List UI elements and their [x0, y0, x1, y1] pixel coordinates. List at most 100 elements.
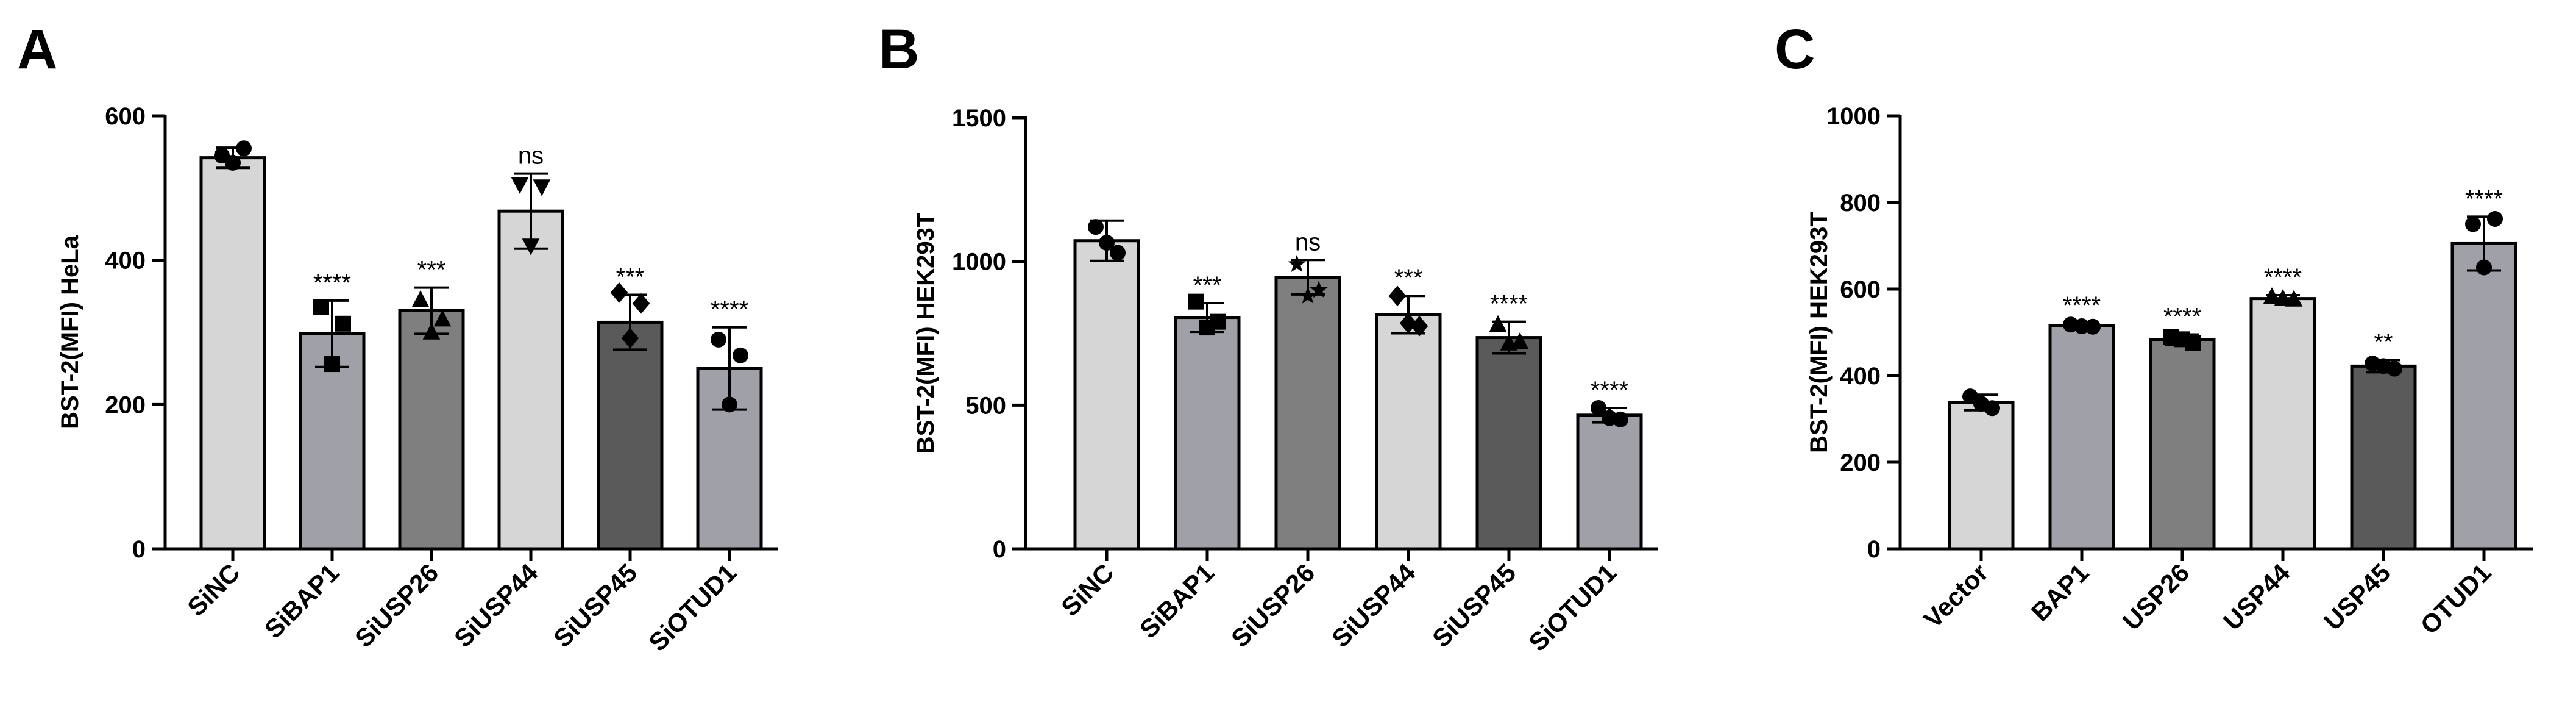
- significance-label: ****: [313, 270, 351, 296]
- significance-label: ns: [1295, 229, 1321, 256]
- y-axis-label: BST-2(MFI) HeLa: [57, 235, 83, 429]
- data-point: [1099, 235, 1115, 251]
- bar: [497, 209, 564, 551]
- data-point: [324, 356, 340, 373]
- data-point: [1511, 332, 1529, 349]
- panel-c: C BST-2(MFI) HEK293T 0 200 400 600 800 1000 Vect…: [1775, 18, 2533, 640]
- x-tick-label: Vector: [1918, 558, 1993, 634]
- x-tick-label: SiUSP44: [449, 558, 544, 653]
- y-tick-label: 400: [1840, 363, 1881, 390]
- significance-label: ****: [2465, 185, 2503, 212]
- data-point: [2476, 259, 2492, 276]
- y-axis-label: BST-2(MFI) HEK293T: [912, 213, 939, 454]
- significance-label: ***: [616, 263, 645, 290]
- x-tick-label: USP45: [2318, 558, 2396, 635]
- y-tick-label: 200: [105, 392, 146, 418]
- data-point: [621, 327, 639, 349]
- panel-a: A BST-2(MFI) HeLa 0 200 400 600 SiNC **** SiBAP1…: [17, 18, 778, 657]
- data-point: [522, 238, 540, 256]
- y-tick-label: 600: [1840, 276, 1881, 303]
- significance-label: ***: [1193, 272, 1222, 299]
- bar: [2350, 364, 2417, 551]
- data-point: [335, 315, 351, 332]
- y-tick-label: 0: [132, 536, 146, 563]
- data-point: [1500, 334, 1518, 351]
- panel-letter: A: [17, 18, 57, 80]
- data-point: [632, 293, 650, 314]
- data-point: [2465, 216, 2481, 232]
- data-point: [225, 154, 241, 171]
- significance-label: ****: [711, 296, 748, 323]
- x-tick-label: SiUSP45: [548, 558, 642, 653]
- bar: [2048, 324, 2115, 551]
- significance-label: ***: [417, 257, 446, 284]
- y-tick-label: 1000: [1826, 103, 1881, 130]
- data-point: [1088, 219, 1104, 235]
- data-point: [610, 282, 628, 303]
- significance-label: ****: [2163, 304, 2201, 331]
- data-point: [533, 179, 551, 196]
- x-tick-label: SiNC: [182, 558, 245, 621]
- panel-letter: B: [879, 18, 919, 80]
- bar: [2450, 241, 2517, 551]
- data-point: [1489, 315, 1507, 332]
- bar: [597, 320, 664, 551]
- y-tick-label: 800: [1840, 190, 1881, 216]
- bar: [1073, 239, 1140, 551]
- data-point: [1310, 281, 1328, 298]
- data-point: [1602, 410, 1617, 426]
- bar: [1174, 316, 1241, 551]
- bar: [1274, 276, 1341, 551]
- data-point: [2376, 358, 2391, 374]
- data-point: [1288, 254, 1306, 272]
- y-tick-label: 400: [105, 248, 146, 274]
- data-point: [1399, 313, 1418, 334]
- bar: [1375, 313, 1442, 551]
- x-tick-label: SiOTUD1: [1523, 558, 1622, 657]
- bar: [2149, 338, 2216, 551]
- x-tick-label: BAP1: [2026, 558, 2094, 626]
- x-tick-label: OTUD1: [2415, 558, 2496, 640]
- data-point: [1199, 320, 1215, 336]
- data-point: [1188, 293, 1204, 310]
- x-tick-label: SiUSP26: [349, 558, 444, 653]
- data-point: [2263, 287, 2281, 304]
- significance-label: ****: [1490, 291, 1528, 318]
- bar: [398, 309, 465, 551]
- bar: [1475, 336, 1542, 551]
- y-tick-label: 600: [105, 103, 146, 130]
- data-point: [433, 310, 452, 327]
- x-tick-label: SiUSP26: [1226, 558, 1320, 653]
- data-point: [2074, 318, 2090, 335]
- y-tick-label: 200: [1840, 449, 1881, 476]
- data-point: [1591, 400, 1606, 417]
- bar: [2249, 297, 2316, 551]
- x-tick-label: USP44: [2218, 558, 2296, 636]
- data-point: [2274, 289, 2292, 306]
- data-point: [422, 323, 441, 340]
- x-tick-label: SiBAP1: [1134, 558, 1220, 644]
- data-point: [2174, 331, 2190, 348]
- significance-label: ns: [518, 143, 544, 170]
- data-point: [313, 299, 329, 315]
- y-tick-label: 500: [965, 392, 1006, 419]
- data-point: [511, 177, 529, 195]
- data-point: [722, 396, 737, 413]
- x-tick-label: SiUSP45: [1427, 558, 1521, 653]
- x-tick-label: SiOTUD1: [643, 558, 742, 657]
- y-tick-label: 1500: [952, 105, 1006, 132]
- data-point: [733, 347, 748, 363]
- data-point: [1388, 285, 1407, 307]
- x-tick-label: SiNC: [1056, 558, 1119, 621]
- significance-label: **: [2374, 329, 2393, 356]
- data-point: [1973, 396, 1989, 412]
- data-point: [1299, 286, 1317, 304]
- y-axis-label: BST-2(MFI) HEK293T: [1806, 212, 1833, 453]
- significance-label: ****: [1591, 377, 1628, 404]
- panel-b: B BST-2(MFI) HEK293T 0 500 1000 1500 SiNC *** Si…: [879, 18, 1658, 657]
- data-point: [1110, 245, 1126, 261]
- y-tick-label: 0: [993, 536, 1006, 563]
- significance-label: ****: [2063, 292, 2101, 319]
- data-point: [411, 290, 430, 307]
